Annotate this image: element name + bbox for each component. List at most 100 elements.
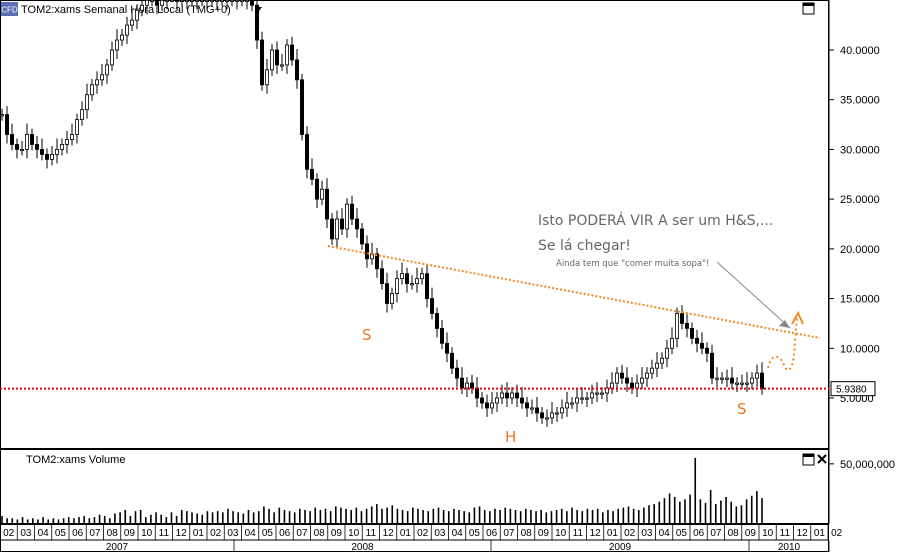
month-label: 12: [590, 528, 602, 539]
maximize-volume-pane-button[interactable]: [802, 453, 815, 466]
candle-up: [75, 119, 80, 135]
candle-up: [650, 367, 655, 374]
candle-down: [700, 342, 705, 349]
neckline-trendline: [327, 245, 821, 339]
month-label: 11: [780, 528, 791, 539]
candle-up: [90, 84, 95, 96]
candle-up: [399, 273, 404, 280]
month-label: 01: [607, 528, 619, 539]
month-label: 06: [279, 528, 291, 539]
candle-up: [489, 402, 494, 409]
month-label: 10: [762, 528, 774, 539]
candle-down: [484, 402, 489, 409]
candle-down: [40, 149, 45, 155]
candle-up: [100, 74, 105, 81]
candle-down: [289, 44, 294, 61]
candle-down: [359, 228, 364, 245]
close-volume-pane-button[interactable]: [817, 454, 827, 464]
month-label: 03: [227, 528, 239, 539]
price-axis: 40.0000 35.0000 30.0000 25.0000 20.0000 15.00…: [829, 45, 880, 405]
candle-down: [354, 218, 359, 230]
volume-bars: [1, 457, 763, 523]
month-label: 09: [745, 528, 757, 539]
candle-down: [329, 218, 334, 240]
candle-up: [209, 0, 214, 2]
candle-down: [459, 377, 464, 389]
month-label: 01: [193, 528, 205, 539]
volume-title: TOM2:xams Volume: [26, 454, 125, 466]
candle-down: [685, 323, 690, 329]
month-label: 12: [383, 528, 395, 539]
candle-down: [449, 352, 454, 369]
candle-up: [509, 392, 514, 399]
candle-down: [620, 372, 625, 379]
month-label: 09: [124, 528, 136, 539]
month-label: 02: [831, 528, 843, 539]
month-label: 01: [400, 528, 412, 539]
candle-up: [95, 79, 100, 86]
candle-up: [555, 412, 560, 415]
candle-up: [24, 134, 29, 150]
candle-up: [105, 64, 110, 76]
candle-up: [279, 64, 284, 67]
candle-up: [134, 9, 139, 21]
candle-up: [600, 392, 605, 395]
candle-down: [364, 243, 369, 260]
price-tick-label: 15.0000: [840, 294, 880, 306]
annotation-line-1: Isto PODERÁ VIR A ser um H&S,...: [538, 212, 773, 229]
month-label: 02: [417, 528, 429, 539]
candle-up: [414, 278, 419, 285]
month-label: 06: [693, 528, 705, 539]
candle-down: [434, 313, 439, 329]
projection-path: [767, 317, 798, 371]
head-label: H: [505, 428, 516, 446]
price-tick-label: 35.0000: [840, 95, 880, 107]
candle-up: [494, 397, 499, 404]
month-label: 09: [538, 528, 550, 539]
candle-down: [630, 382, 635, 389]
candle-up: [545, 417, 550, 420]
chart-title: TOM2:xams Semanal Hora Local (TMG+0): [21, 4, 231, 16]
candle-down: [294, 59, 299, 81]
candle-down: [690, 327, 695, 339]
annotation-line-3: Ainda tem que "comer muita sopa"!: [556, 259, 709, 269]
left-shoulder-label: S: [362, 326, 372, 344]
price-tick-label: 40.0000: [840, 45, 880, 57]
month-label: 04: [659, 528, 671, 539]
candle-up: [575, 397, 580, 404]
maximize-price-pane-button[interactable]: [802, 2, 815, 15]
month-label: 02: [624, 528, 636, 539]
candle-down: [314, 178, 319, 200]
price-tick-label: 25.0000: [840, 194, 880, 206]
candle-down: [504, 392, 509, 399]
month-label: 11: [573, 528, 584, 539]
candle-down: [515, 392, 520, 399]
month-label: 04: [245, 528, 257, 539]
candle-up: [125, 24, 130, 36]
month-label: 05: [676, 528, 688, 539]
month-label: 06: [72, 528, 84, 539]
candle-down: [625, 377, 630, 384]
time-axis: 02 03 04 05 06 07 08 09 10 11 12 01 02 03 04 05 06 07 08 09…: [0, 524, 843, 553]
candle-down: [324, 188, 329, 220]
candle-up: [80, 109, 85, 120]
candle-up: [615, 372, 620, 384]
candle-down: [274, 49, 279, 66]
candle-up: [269, 49, 274, 71]
candle-up: [605, 387, 610, 394]
candles: [0, 0, 765, 427]
annotation-arrow-line: [716, 261, 791, 329]
month-label: 02: [3, 528, 15, 539]
candle-up: [284, 44, 289, 66]
month-label: 03: [20, 528, 32, 539]
candle-down: [444, 342, 449, 354]
month-label: 01: [814, 528, 826, 539]
candle-up: [179, 0, 184, 2]
candle-down: [520, 397, 525, 404]
price-tick-label: 30.0000: [840, 144, 880, 156]
candle-down: [680, 313, 685, 324]
candle-down: [760, 372, 765, 390]
candle-down: [454, 367, 459, 379]
